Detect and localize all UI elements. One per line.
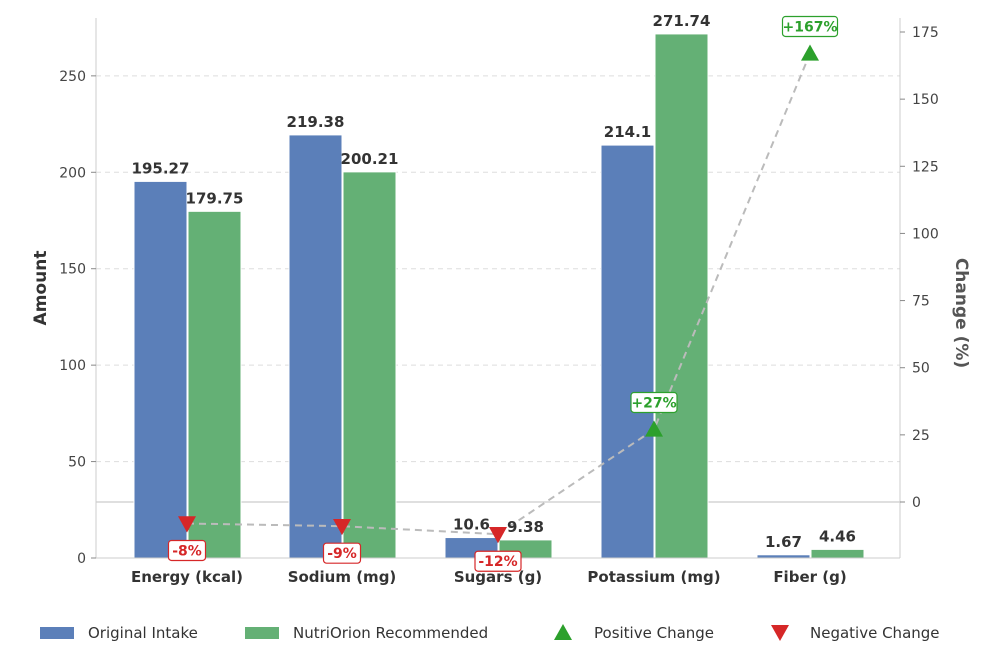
negative-change-marker <box>489 527 507 544</box>
bar-value-label: 214.1 <box>604 123 651 141</box>
bar-value-label: 4.46 <box>819 527 856 545</box>
y2-tick-label: 125 <box>912 159 939 175</box>
positive-change-marker <box>801 44 819 61</box>
y-tick-label: 200 <box>59 165 86 181</box>
change-label-box <box>781 15 839 38</box>
y2-tick-label: 50 <box>912 361 930 377</box>
legend-swatch-recommended <box>245 627 279 639</box>
x-tick-label: Energy (kcal) <box>131 568 243 586</box>
change-label: -8% <box>172 543 202 559</box>
x-tick-label: Sodium (mg) <box>288 568 397 586</box>
bar-recommended <box>342 171 397 559</box>
y2-tick-label: 75 <box>912 294 930 310</box>
bar-value-label: 10.6 <box>453 516 490 534</box>
legend-swatch-original <box>40 627 74 639</box>
change-label: +167% <box>783 19 838 35</box>
bar-value-label: 1.67 <box>765 533 802 551</box>
bar-recommended <box>654 33 709 559</box>
negative-change-marker <box>333 518 351 536</box>
y2-tick-label: 0 <box>912 495 921 511</box>
y-tick-label: 100 <box>59 358 86 374</box>
y2-tick-label: 150 <box>912 92 939 108</box>
bar-value-label: 195.27 <box>132 159 190 177</box>
legend-label: Positive Change <box>594 624 714 642</box>
y-tick-label: 0 <box>77 551 86 567</box>
x-tick-label: Potassium (mg) <box>587 568 720 586</box>
y2-tick-label: 25 <box>912 428 930 444</box>
legend-negative-marker <box>771 625 789 641</box>
bar-recommended <box>187 210 242 559</box>
labels: 195.27 179.75 Energy (kcal) 219.38 200.21 Sod… <box>131 12 856 586</box>
bar-value-label: 219.38 <box>287 113 345 131</box>
axes: 0 50 100 150 200 250 0 25 50 75 100 125 150 175 <box>59 18 939 567</box>
bar-value-label: 271.74 <box>653 12 711 30</box>
bars <box>133 33 865 559</box>
y2-tick-label: 100 <box>912 226 939 242</box>
change-label-box <box>167 539 207 562</box>
y-tick-label: 150 <box>59 262 86 278</box>
change-label: -9% <box>327 546 357 562</box>
bar-value-label: 200.21 <box>341 150 399 168</box>
change-label: -12% <box>478 554 517 570</box>
change-label-box <box>630 391 678 414</box>
positive-change-marker <box>645 420 663 437</box>
y2-axis-title: Change (%) <box>951 258 971 368</box>
y-tick-label: 50 <box>68 455 86 471</box>
legend-positive-marker <box>554 624 572 640</box>
bar-original <box>600 144 655 559</box>
bar-recommended <box>810 548 865 559</box>
legend-label: Original Intake <box>88 624 198 642</box>
change-line-path <box>186 53 811 536</box>
y2-tick-label: 175 <box>912 25 939 41</box>
legend: Original Intake NutriOrion Recommended Pos… <box>40 624 940 642</box>
x-tick-label: Sugars (g) <box>454 568 542 586</box>
legend-label: NutriOrion Recommended <box>293 624 488 642</box>
bar-original <box>288 134 343 559</box>
bar-value-label: 179.75 <box>186 189 244 207</box>
x-tick-label: Fiber (g) <box>773 568 846 586</box>
legend-label: Negative Change <box>810 624 940 642</box>
change-line <box>178 44 819 544</box>
y-axis-title: Amount <box>31 251 51 326</box>
y-tick-label: 250 <box>59 69 86 85</box>
bar-original <box>133 180 188 559</box>
change-label-box <box>474 550 522 572</box>
change-label-box <box>322 542 362 564</box>
negative-change-marker <box>178 516 196 533</box>
change-label: +27% <box>631 395 676 411</box>
bar-value-label: 9.38 <box>507 518 544 536</box>
